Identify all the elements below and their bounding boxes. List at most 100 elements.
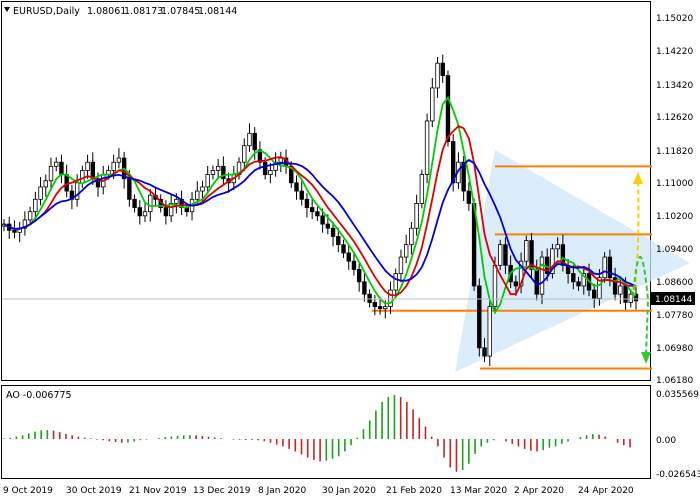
time-tick: 9 Oct 2019 [3, 486, 53, 496]
time-tick: 13 Mar 2020 [450, 486, 507, 496]
candle-body [367, 293, 372, 303]
price-tick: 1.06980 [656, 344, 693, 354]
time-tick: 21 Nov 2019 [129, 486, 187, 496]
candle-body [435, 62, 440, 89]
candle-body [22, 219, 28, 229]
candle-body [116, 157, 122, 163]
ao-tick: 0.035569 [656, 390, 699, 400]
low-value: 1.07845 [161, 6, 200, 17]
candle-body [602, 256, 607, 279]
price-tick: 1.14220 [656, 47, 693, 57]
candle-body [142, 211, 148, 217]
candle-body [174, 198, 179, 204]
candle-body [210, 170, 216, 175]
candle-body [48, 165, 54, 182]
ao-histogram [3, 395, 631, 472]
symbol-label: EURUSD,Daily [13, 6, 80, 17]
candle-body [351, 260, 357, 270]
candle-body [555, 244, 560, 250]
moving-averages [3, 96, 637, 315]
current-price-value: 1.08144 [655, 295, 692, 305]
candle-body [597, 277, 602, 299]
candle-body [477, 285, 482, 349]
candle-body [59, 161, 64, 175]
time-tick: 30 Oct 2019 [66, 486, 122, 496]
candle-body [487, 306, 492, 357]
candle-body [205, 174, 210, 188]
ao-tick: 0.00 [656, 436, 676, 446]
close-value: 1.08144 [198, 6, 237, 17]
candle-body [482, 347, 487, 357]
candle-body [304, 198, 310, 208]
candle-body [294, 182, 299, 192]
candle-body [592, 289, 597, 299]
dropdown-triangle-icon[interactable] [4, 7, 10, 12]
candle-body [320, 215, 325, 225]
candle-body [242, 145, 247, 163]
candle-body [581, 273, 586, 287]
candle-body [309, 207, 315, 213]
candle-body [27, 211, 33, 221]
price-tick: 1.10200 [656, 212, 693, 222]
candle-body [440, 62, 445, 76]
candle-body [576, 281, 581, 287]
price-tick: 1.12620 [656, 113, 693, 123]
ao-panel-frame [1, 385, 651, 479]
candle-body [90, 161, 95, 180]
candle-body [54, 161, 59, 167]
candle-body [299, 190, 304, 200]
time-tick: 2 Apr 2020 [514, 486, 564, 496]
price-tick: 1.11000 [656, 179, 693, 189]
candle-body [252, 132, 257, 151]
price-tick: 1.06180 [656, 376, 693, 386]
ao-label: AO -0.006775 [6, 390, 72, 401]
candle-body [330, 227, 336, 237]
candle-body [221, 165, 226, 180]
triangle-pattern [455, 150, 690, 372]
candle-body [262, 161, 268, 175]
forecast-arrow-down [632, 256, 650, 356]
candle-body [628, 293, 633, 303]
price-tick: 1.07780 [656, 311, 693, 321]
forecast-arrow-up-head [633, 172, 643, 184]
time-tick: 24 Apr 2020 [578, 486, 634, 496]
candle-body [247, 132, 252, 147]
candle-body [43, 180, 48, 188]
current-price-tag [651, 292, 695, 305]
price-axis: 1.15020 1.14220 1.13420 1.12620 1.11820 … [656, 14, 693, 386]
main-panel-frame [1, 1, 651, 381]
candle-body [524, 240, 529, 262]
support-resistance-levels [372, 165, 652, 370]
candle-body [450, 141, 456, 184]
candle-body [393, 273, 398, 291]
price-tick: 1.15020 [656, 14, 693, 24]
candle-body [398, 256, 404, 274]
candle-body [518, 260, 524, 287]
candle-body [148, 194, 153, 213]
candle-body [341, 244, 346, 254]
candle-body [325, 223, 331, 229]
ma-slow-line [3, 158, 637, 287]
candle-body [409, 227, 414, 246]
candle-body [200, 186, 205, 192]
candle-body [539, 256, 545, 295]
candle-body [278, 157, 284, 163]
candle-body [38, 186, 43, 200]
candle-body [403, 244, 409, 258]
price-tick: 1.13420 [656, 81, 693, 91]
candle-body [80, 170, 85, 184]
candle-body [419, 174, 425, 204]
candle-body [612, 277, 618, 295]
candle-body [430, 87, 435, 122]
candle-body [132, 198, 137, 208]
candle-body [356, 269, 362, 283]
candle-body [163, 207, 169, 217]
candle-body [492, 264, 498, 307]
candle-body [445, 75, 451, 142]
candle-body [466, 190, 472, 204]
forecast-arrow-down-head [641, 352, 651, 364]
candle-body [195, 190, 200, 200]
candle-body [377, 306, 383, 310]
candle-body [618, 285, 623, 295]
candle-body [336, 236, 341, 246]
